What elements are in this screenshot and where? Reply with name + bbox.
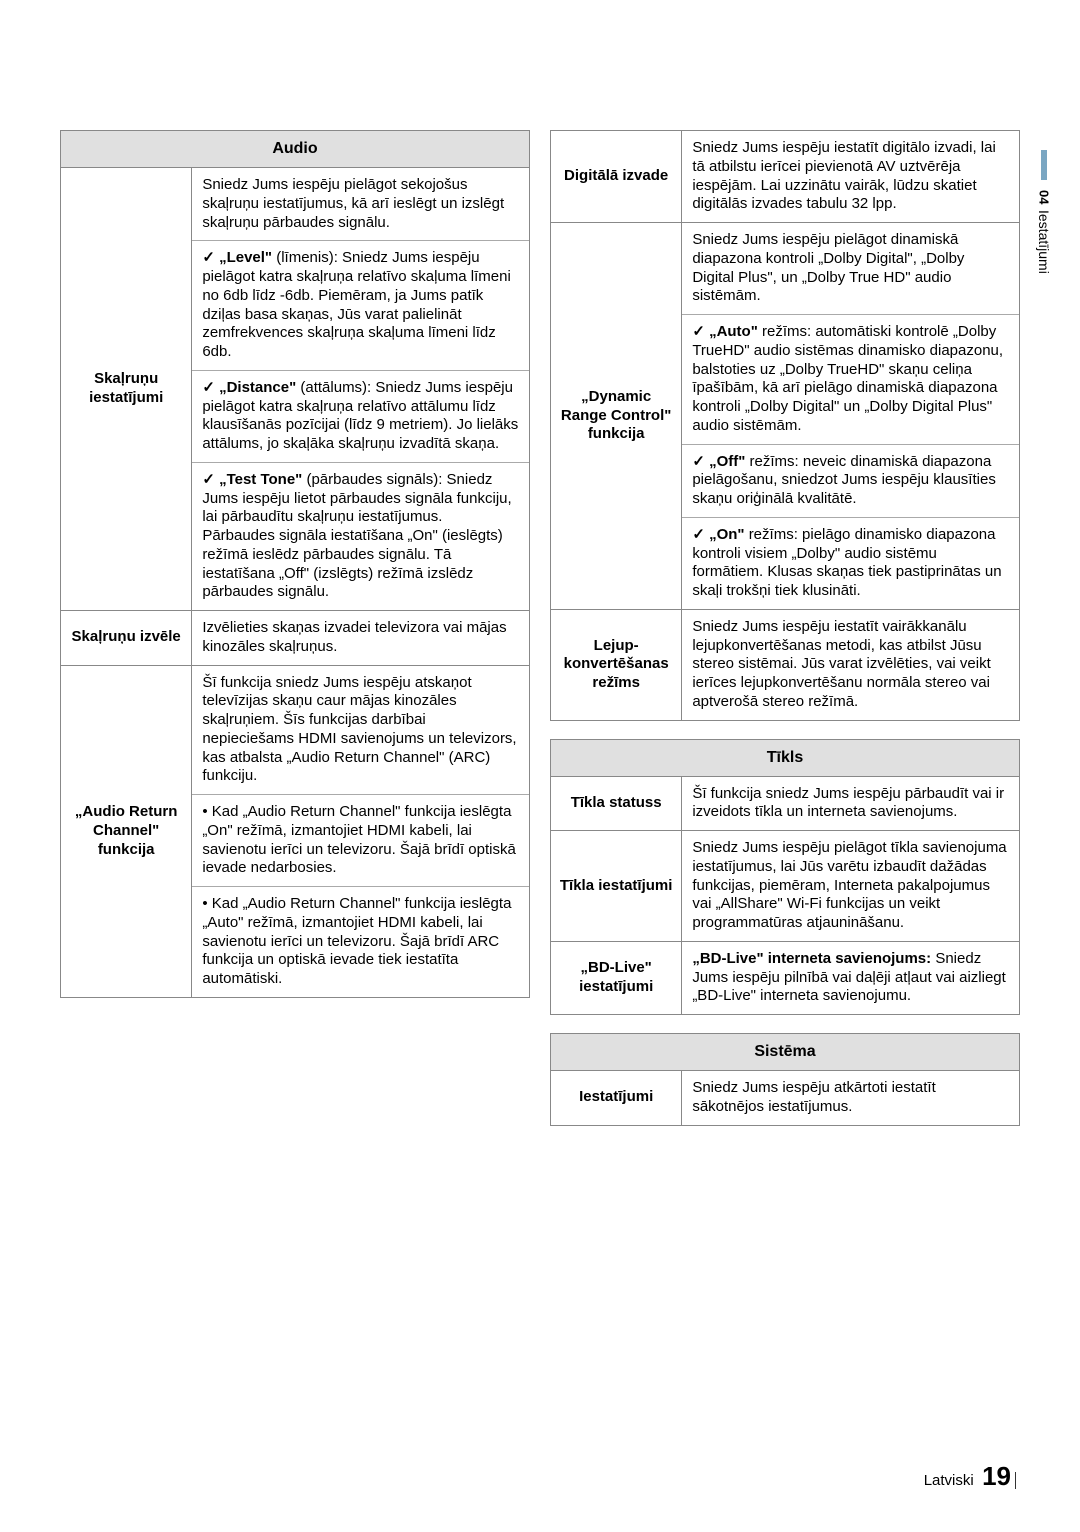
row-label: „BD-Live" iestatījumi [551,941,682,1014]
check-icon [692,526,709,543]
intro-text: Sniedz Jums iespēju pielāgot sekojošus s… [192,168,529,241]
row-label: Skaļruņu iestatījumi [61,168,192,611]
bullet-item: • Kad „Audio Return Channel" funkcija ie… [192,887,529,997]
page-number: 19 [982,1461,1011,1491]
check-item: „Off" režīms: neveic dinamiskā diapazona… [682,445,1019,518]
audio-cont-table: Digitālā izvade Sniedz Jums iespēju iest… [550,130,1020,721]
audio-table: Audio Skaļruņu iestatījumi Sniedz Jums i… [60,130,530,998]
table-row: Iestatījumi Sniedz Jums iespēju atkārtot… [551,1071,1020,1126]
table-row: Skaļruņu iestatījumi Sniedz Jums iespēju… [61,168,530,611]
row-desc: Šī funkcija sniedz Jums iespēju atskaņot… [192,665,530,997]
row-desc: Šī funkcija sniedz Jums iespēju pārbaudī… [682,776,1020,831]
table-row: „BD-Live" iestatījumi „BD-Live" internet… [551,941,1020,1014]
table-row: „Audio Return Channel" funkcija Šī funkc… [61,665,530,997]
row-desc: Sniedz Jums iespēju atkārtoti iestatīt s… [682,1071,1020,1126]
bullet-text: Kad „Audio Return Channel" funkcija iesl… [202,803,516,876]
check-item: „Test Tone" (pārbaudes signāls): Sniedz … [192,463,529,610]
tikls-table: Tīkls Tīkla statuss Šī funkcija sniedz J… [550,739,1020,1016]
bullet-item: • Kad „Audio Return Channel" funkcija ie… [192,795,529,887]
table-row: Digitālā izvade Sniedz Jums iespēju iest… [551,131,1020,223]
check-item: „Auto" režīms: automātiski kontrolē „Dol… [682,315,1019,445]
row-label: Tīkla iestatījumi [551,831,682,942]
table-row: Lejup-konvertēšanas režīms Sniedz Jums i… [551,609,1020,720]
audio-header: Audio [61,131,530,168]
check-icon [202,379,219,396]
side-tab: 04 Iestatījumi [1036,150,1052,274]
item-text: (pārbaudes signāls): Sniedz Jums iespēju… [202,471,511,601]
row-desc: Sniedz Jums iespēju pielāgot dinamiskā d… [682,223,1020,610]
row-desc: Sniedz Jums iespēju iestatīt digitālo iz… [682,131,1020,223]
bullet-text: Kad „Audio Return Channel" funkcija iesl… [202,895,511,987]
row-desc: Izvēlieties skaņas izvadei televizora va… [192,611,530,666]
row-label: Iestatījumi [551,1071,682,1126]
footer-divider [1015,1472,1020,1489]
check-item: „Distance" (attālums): Sniedz Jums iespē… [192,371,529,463]
row-desc: Sniedz Jums iespēju pielāgot tīkla savie… [682,831,1020,942]
tikls-header: Tīkls [551,739,1020,776]
table-row: „Dynamic Range Control" funkcija Sniedz … [551,223,1020,610]
table-row: Skaļruņu izvēle Izvēlieties skaņas izvad… [61,611,530,666]
side-tab-number: 04 [1037,190,1052,204]
side-tab-text: Iestatījumi [1036,210,1052,274]
check-icon [692,323,709,340]
check-icon [692,453,709,470]
desc-lead: „BD-Live" interneta savienojums: [692,950,931,967]
row-desc: Sniedz Jums iespēju iestatīt vairākkanāl… [682,609,1020,720]
row-desc: Sniedz Jums iespēju pielāgot sekojošus s… [192,168,530,611]
page-columns: Audio Skaļruņu iestatījumi Sniedz Jums i… [60,130,1020,1144]
row-desc: „BD-Live" interneta savienojums: Sniedz … [682,941,1020,1014]
row-label: Skaļruņu izvēle [61,611,192,666]
table-row: Tīkla statuss Šī funkcija sniedz Jums ie… [551,776,1020,831]
row-label: „Audio Return Channel" funkcija [61,665,192,997]
side-tab-bar [1041,150,1047,180]
footer-lang: Latviski [924,1472,974,1489]
page-footer: Latviski 19 [924,1461,1020,1492]
table-row: Tīkla iestatījumi Sniedz Jums iespēju pi… [551,831,1020,942]
row-label: Digitālā izvade [551,131,682,223]
intro-text: Sniedz Jums iespēju pielāgot dinamiskā d… [682,223,1019,315]
row-label: Tīkla statuss [551,776,682,831]
sistema-table: Sistēma Iestatījumi Sniedz Jums iespēju … [550,1033,1020,1126]
check-item: „On" režīms: pielāgo dinamisko diapazona… [682,518,1019,609]
row-label: Lejup-konvertēšanas režīms [551,609,682,720]
intro-text: Šī funkcija sniedz Jums iespēju atskaņot… [192,666,529,796]
check-item: „Level" (līmenis): Sniedz Jums iespēju p… [192,241,529,371]
check-icon [202,471,219,488]
sistema-header: Sistēma [551,1034,1020,1071]
left-column: Audio Skaļruņu iestatījumi Sniedz Jums i… [60,130,530,1144]
check-icon [202,249,219,266]
right-column: Digitālā izvade Sniedz Jums iespēju iest… [550,130,1020,1144]
row-label: „Dynamic Range Control" funkcija [551,223,682,610]
